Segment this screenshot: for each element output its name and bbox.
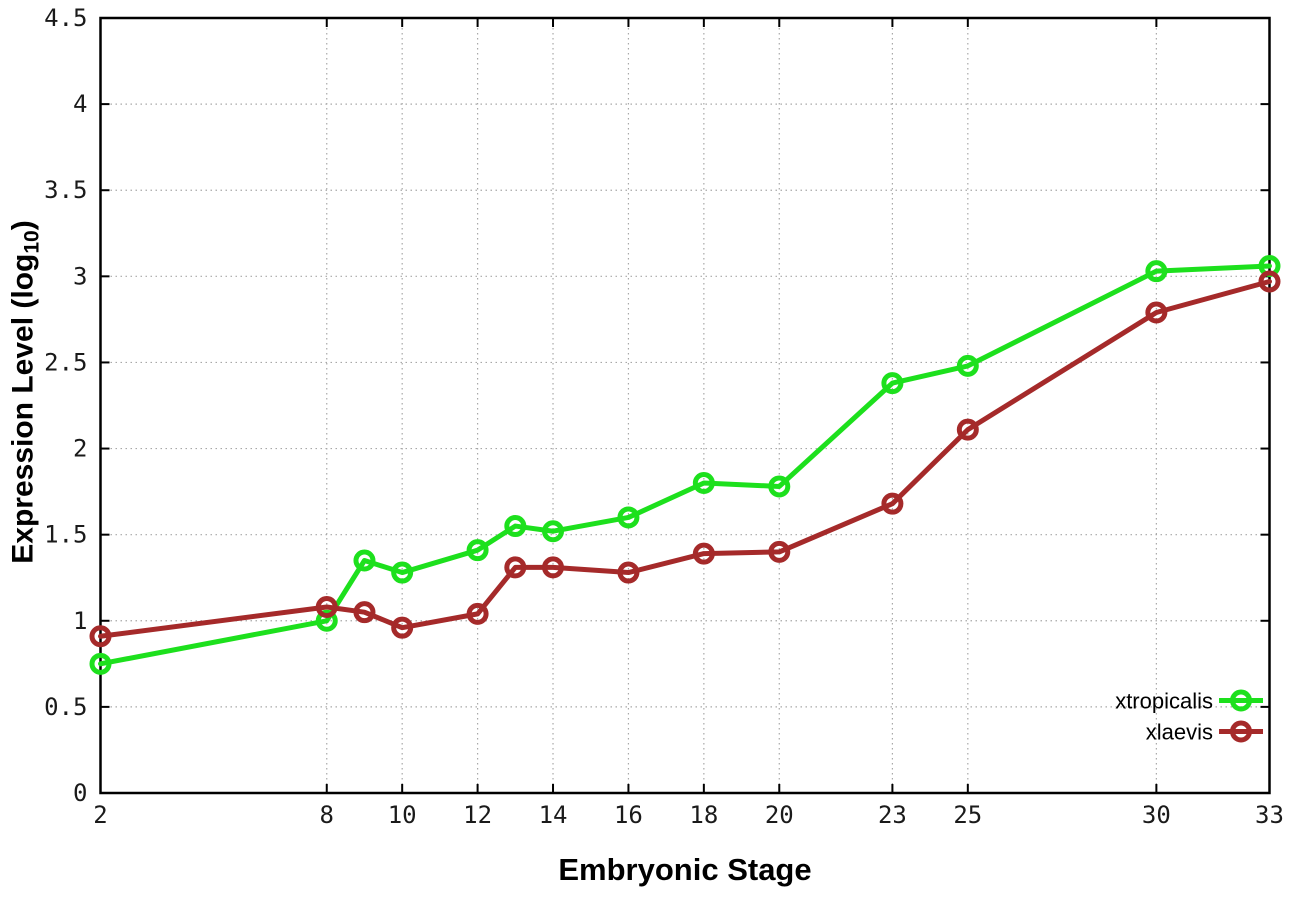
data-point-xlaevis <box>768 540 791 563</box>
y-tick-label: 2.5 <box>44 348 87 376</box>
y-tick-label: 1.5 <box>44 521 87 549</box>
legend-sample-marker-xtropicalis <box>1230 689 1252 712</box>
y-tick-label: 2 <box>73 435 87 463</box>
data-point-xlaevis <box>692 542 715 565</box>
data-point-xtropicalis <box>617 506 640 529</box>
x-tick-label: 33 <box>1255 801 1284 829</box>
x-tick-label: 14 <box>539 801 568 829</box>
x-tick-label: 12 <box>463 801 492 829</box>
y-tick-label: 3 <box>73 262 87 290</box>
y-tick-label: 1 <box>73 607 87 635</box>
legend-label-xlaevis: xlaevis <box>1146 720 1213 745</box>
data-point-xtropicalis <box>353 549 376 572</box>
data-point-xlaevis <box>881 492 904 515</box>
data-point-xtropicalis <box>315 609 338 632</box>
series-line-xtropicalis <box>98 263 1272 667</box>
y-tick-label: 3.5 <box>44 176 87 204</box>
x-tick-label: 30 <box>1142 801 1171 829</box>
data-point-xlaevis <box>89 625 112 648</box>
x-tick-label: 2 <box>93 801 107 829</box>
legend-label-xtropicalis: xtropicalis <box>1115 689 1213 714</box>
x-tick-label: 25 <box>953 801 982 829</box>
data-point-xtropicalis <box>466 539 489 562</box>
data-point-xlaevis <box>542 556 565 579</box>
data-point-xtropicalis <box>768 475 791 498</box>
data-point-xlaevis <box>1258 270 1281 293</box>
data-point-xlaevis <box>617 561 640 584</box>
data-point-xlaevis <box>956 418 979 441</box>
plot-border <box>99 16 1271 795</box>
x-tick-label: 10 <box>388 801 417 829</box>
x-axis-title: Embryonic Stage <box>558 852 812 887</box>
data-point-xtropicalis <box>391 561 414 584</box>
y-tick-label: 4 <box>73 90 87 118</box>
data-point-xlaevis <box>315 596 338 618</box>
data-point-xtropicalis <box>881 372 904 395</box>
x-tick-label: 20 <box>765 801 794 829</box>
y-tick-label: 0.5 <box>44 693 87 721</box>
data-point-xlaevis <box>391 616 414 639</box>
data-point-xtropicalis <box>956 354 979 377</box>
y-tick-label: 0 <box>73 779 87 807</box>
data-point-xlaevis <box>466 602 489 625</box>
data-point-xtropicalis <box>504 515 527 538</box>
data-point-xtropicalis <box>692 472 715 494</box>
x-tick-label: 8 <box>320 801 334 829</box>
data-point-xtropicalis <box>542 520 565 543</box>
data-point-xlaevis <box>504 556 527 579</box>
data-point-xlaevis <box>353 601 376 624</box>
x-tick-label: 16 <box>614 801 643 829</box>
data-point-xtropicalis <box>1145 260 1168 283</box>
series-line-xlaevis <box>98 279 1272 639</box>
legend-sample-marker-xlaevis <box>1230 720 1252 743</box>
x-tick-label: 18 <box>689 801 718 829</box>
x-tick-label: 23 <box>878 801 907 829</box>
y-tick-label: 4.5 <box>44 4 87 32</box>
data-point-xtropicalis <box>89 652 112 675</box>
data-point-xlaevis <box>1145 301 1168 324</box>
